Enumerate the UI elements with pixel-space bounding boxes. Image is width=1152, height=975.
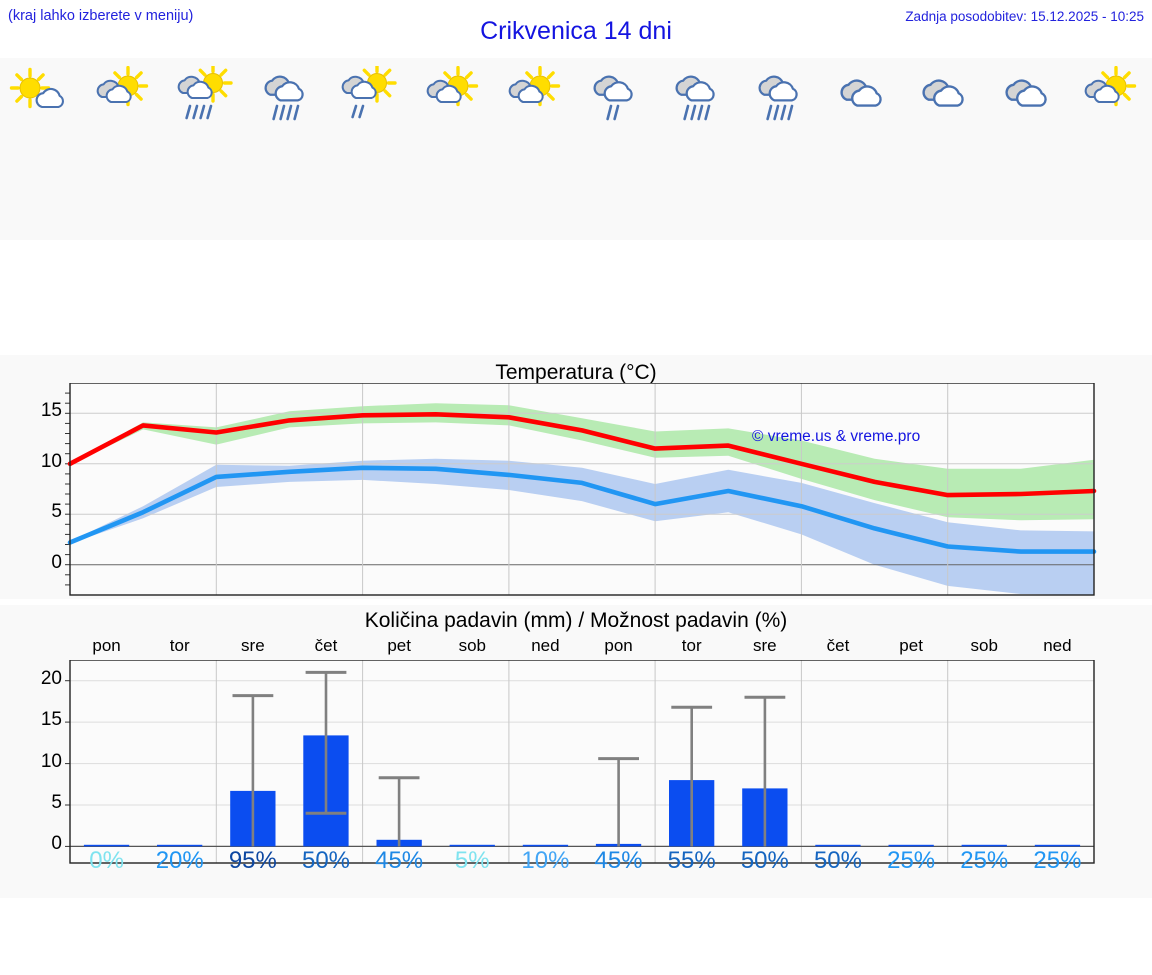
- temperature-y-tick: 10: [40, 450, 62, 472]
- day-column[interactable]: [1070, 58, 1152, 240]
- cloud-rain-icon: [660, 66, 738, 124]
- precipitation-day-label: čet: [826, 636, 850, 655]
- precipitation-day-label: sob: [458, 636, 486, 655]
- section-gap-2: [0, 599, 1152, 605]
- menu-hint-text: (kraj lahko izberete v meniju): [8, 8, 194, 24]
- day-column[interactable]: [576, 58, 658, 240]
- cloud-sun-rain-icon: [167, 66, 245, 124]
- temperature-chart-title: Temperatura (°C): [495, 361, 657, 384]
- cloud-rain-icon: [743, 66, 821, 124]
- precipitation-day-label: tor: [169, 636, 190, 655]
- cloud-sun-icon: [1072, 66, 1150, 124]
- daily-forecast-strip: [0, 58, 1152, 240]
- cloud-light-rain-icon: [578, 66, 656, 124]
- precipitation-probability-labels: 0% 20% 95% 50% 45% 5% 10% 45% 55% 50% 50% 25% 25% 25%: [70, 847, 1094, 875]
- precipitation-probability: 20%: [155, 847, 204, 874]
- precipitation-day-label: sob: [970, 636, 998, 655]
- precipitation-day-label: sre: [753, 636, 777, 655]
- precipitation-y-tick: 15: [40, 709, 62, 731]
- cloud-rain-icon: [249, 66, 327, 124]
- cloud-icon: [907, 66, 985, 124]
- cloud-icon: [990, 66, 1068, 124]
- day-column[interactable]: [82, 58, 164, 240]
- day-column[interactable]: [411, 58, 493, 240]
- precipitation-probability: 25%: [960, 847, 1009, 874]
- cloud-sun-icon: [414, 66, 492, 124]
- day-column[interactable]: [741, 58, 823, 240]
- precipitation-day-label: pon: [604, 636, 633, 655]
- precipitation-y-tick: 5: [51, 792, 62, 813]
- precipitation-probability: 45%: [375, 847, 424, 874]
- temperature-chart-section: Temperatura (°C) © vreme.us & vreme.pro …: [0, 355, 1152, 599]
- cloud-sun-icon: [496, 66, 574, 124]
- precipitation-day-label: tor: [681, 636, 702, 655]
- precipitation-probability: 5%: [454, 847, 490, 874]
- cloud-sun-light-rain-icon: [331, 66, 409, 124]
- section-gap: [0, 240, 1152, 355]
- precipitation-probability: 95%: [228, 847, 277, 874]
- cloud-icon: [825, 66, 903, 124]
- temperature-plot: [0, 383, 1152, 599]
- day-column[interactable]: [658, 58, 740, 240]
- precipitation-y-tick: 10: [40, 750, 62, 772]
- precipitation-day-labels: pon tor sre čet pet sob ned pon tor sre čet pet sob n…: [70, 636, 1094, 656]
- day-column[interactable]: [0, 58, 82, 240]
- day-column[interactable]: [165, 58, 247, 240]
- cloud-sun-icon: [84, 66, 162, 124]
- day-column[interactable]: [987, 58, 1069, 240]
- temperature-y-tick: 15: [40, 400, 62, 422]
- precipitation-day-label: pet: [387, 636, 411, 655]
- day-column[interactable]: [329, 58, 411, 240]
- precipitation-probability: 0%: [89, 847, 124, 874]
- precipitation-chart-title: Količina padavin (mm) / Možnost padavin …: [364, 609, 788, 632]
- precipitation-probability: 25%: [1033, 847, 1082, 874]
- precipitation-day-label: sre: [241, 636, 265, 655]
- day-column[interactable]: [905, 58, 987, 240]
- precipitation-probability: 50%: [301, 847, 351, 874]
- precipitation-probability: 55%: [667, 847, 716, 874]
- sun-cloud-icon: [2, 66, 80, 124]
- precipitation-day-label: ned: [531, 636, 560, 655]
- day-column[interactable]: [823, 58, 905, 240]
- precipitation-day-label: ned: [1043, 636, 1072, 655]
- precipitation-probability: 50%: [813, 847, 862, 874]
- last-updated-text: Zadnja posodobitev: 15.12.2025 - 10:25: [905, 9, 1144, 24]
- precipitation-probability: 50%: [740, 847, 789, 874]
- precipitation-probability: 10%: [521, 847, 570, 874]
- page-header: (kraj lahko izberete v meniju) Crikvenic…: [0, 0, 1152, 58]
- precipitation-y-tick: 0: [51, 833, 62, 855]
- day-column[interactable]: [494, 58, 576, 240]
- copyright-text: © vreme.us & vreme.pro: [752, 427, 921, 445]
- precipitation-y-tick: 20: [40, 667, 62, 689]
- precipitation-day-label: pet: [899, 636, 923, 655]
- page-title: Crikvenica 14 dni: [480, 17, 672, 45]
- precipitation-probability: 45%: [594, 847, 643, 874]
- precipitation-day-label: pon: [92, 636, 121, 655]
- precipitation-probability: 25%: [887, 847, 936, 874]
- precipitation-plot: [0, 660, 1152, 868]
- temperature-y-tick: 5: [51, 501, 62, 523]
- day-column[interactable]: [247, 58, 329, 240]
- precipitation-day-label: čet: [314, 636, 338, 655]
- temperature-y-tick: 0: [51, 551, 62, 573]
- precipitation-chart-section: Količina padavin (mm) / Možnost padavin …: [0, 605, 1152, 898]
